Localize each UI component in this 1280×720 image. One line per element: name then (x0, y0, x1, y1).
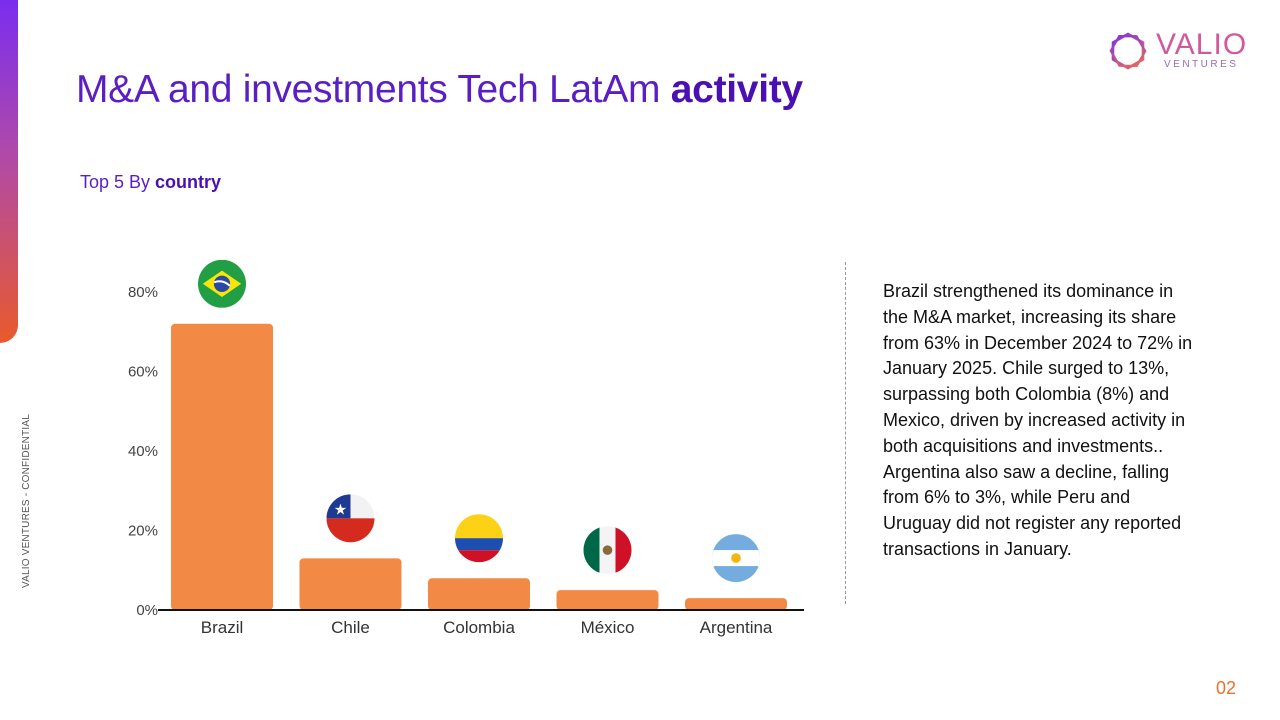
x-tick-label: Colombia (443, 618, 515, 637)
hexagon-logo-icon (1109, 32, 1147, 70)
bars-group (171, 323, 787, 610)
chart-subtitle: Top 5 By country (80, 172, 221, 193)
bar-argentina (685, 598, 787, 610)
brazil-flag-icon (198, 259, 246, 308)
valio-logo: VALIO VENTURES (1106, 30, 1246, 74)
logo-subtext: VENTURES (1164, 59, 1239, 70)
confidential-side-label: VALIO VENTURES - CONFIDENTIAL (21, 414, 32, 588)
subtitle-regular: Top 5 By (80, 172, 156, 192)
bar-brazil (171, 323, 273, 610)
page-title-bold: activity (670, 68, 803, 111)
description-text: Brazil strengthened its dominance in the… (883, 281, 1193, 559)
y-tick-label: 40% (128, 443, 158, 460)
bar-chile (299, 558, 402, 610)
bar-mxico (556, 590, 659, 610)
y-tick-label: 20% (128, 523, 158, 540)
bar-colombia (428, 578, 530, 610)
chile-flag-icon: ★ (326, 494, 375, 543)
y-tick-label: 80% (128, 284, 158, 301)
page-title-regular: M&A and investments Tech LatAm (76, 68, 671, 111)
x-tick-label: Chile (331, 618, 370, 637)
y-axis: 0% 20% 40% 60% 80% (128, 284, 158, 619)
x-axis-labels: Brazil Chile Colombia México Argentina (201, 618, 773, 637)
flags-group: ★ (198, 259, 760, 583)
colombia-flag-icon (455, 514, 503, 563)
x-tick-label: Brazil (201, 618, 244, 637)
argentina-flag-icon (712, 534, 760, 583)
subtitle-bold: country (155, 172, 222, 192)
country-bar-chart: 0% 20% 40% 60% 80% ★ Brazil Chile Colombia Méxi… (128, 259, 804, 637)
x-tick-label: Argentina (700, 618, 773, 637)
y-tick-label: 60% (128, 364, 158, 381)
page-title: M&A and investments Tech LatAm activity (76, 68, 803, 112)
mexico-flag-icon (583, 526, 632, 575)
logo-wordmark: VALIO (1156, 28, 1248, 61)
x-tick-label: México (581, 618, 635, 637)
y-tick-label: 0% (136, 602, 158, 619)
svg-text:★: ★ (334, 500, 347, 518)
accent-bar (0, 0, 18, 343)
page-number: 02 (1216, 678, 1237, 698)
section-divider (845, 262, 846, 604)
